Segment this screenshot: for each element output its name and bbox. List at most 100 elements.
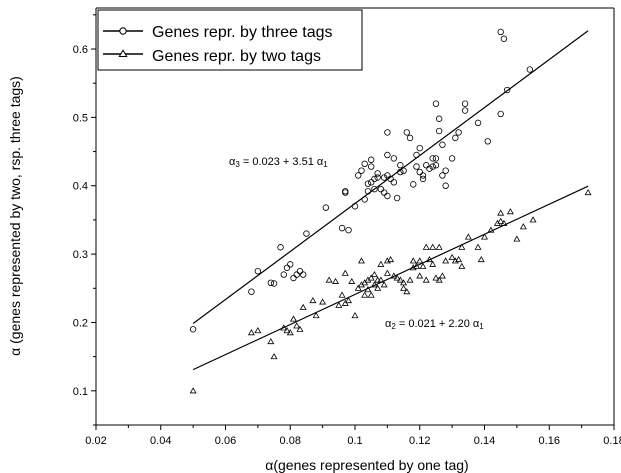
data-point-circle xyxy=(367,163,375,170)
data-point-triangle xyxy=(435,276,443,283)
data-point-triangle xyxy=(348,277,356,284)
legend-label-two-tags: Genes repr. by two tags xyxy=(152,48,321,65)
data-point-circle xyxy=(526,66,534,73)
data-point-circle xyxy=(419,175,427,183)
data-point-circle xyxy=(413,151,420,159)
data-point-circle xyxy=(429,163,436,170)
data-point-circle xyxy=(393,194,401,202)
data-point-triangle xyxy=(367,291,375,298)
data-point-triangle xyxy=(341,269,349,276)
data-point-circle xyxy=(384,172,391,179)
data-point-triangle xyxy=(283,327,291,334)
data-point-triangle xyxy=(332,277,340,284)
data-point-triangle xyxy=(361,291,369,298)
data-point-triangle xyxy=(267,337,275,345)
data-point-circle xyxy=(367,179,375,186)
data-point-triangle xyxy=(319,298,327,305)
data-point-circle xyxy=(384,129,391,136)
fit-line-three-tags xyxy=(192,30,589,324)
data-point-triangle xyxy=(309,296,317,304)
data-point-circle xyxy=(397,168,404,176)
data-point-circle xyxy=(377,185,385,193)
data-point-circle xyxy=(380,189,388,196)
data-point-triangle xyxy=(293,322,301,329)
data-point-circle xyxy=(293,271,300,278)
x-tick-label: 0.12 xyxy=(409,435,430,447)
data-point-circle xyxy=(342,189,349,196)
data-point-circle xyxy=(497,110,504,118)
data-point-triangle xyxy=(345,296,353,304)
data-point-circle xyxy=(432,155,440,162)
data-point-circle xyxy=(287,261,294,268)
data-point-circle xyxy=(387,175,394,183)
data-point-circle xyxy=(400,167,407,174)
data-point-triangle xyxy=(429,243,437,250)
data-point-circle xyxy=(410,181,417,188)
x-tick-label: 0.04 xyxy=(150,435,171,447)
data-point-circle xyxy=(351,203,359,210)
data-point-triangle xyxy=(380,281,388,288)
data-point-circle xyxy=(322,204,330,211)
data-point-triangle xyxy=(584,188,592,196)
data-point-circle xyxy=(435,127,443,135)
data-point-circle xyxy=(380,174,388,181)
data-point-circle xyxy=(435,115,443,122)
data-point-triangle xyxy=(506,208,514,215)
fit-line-two-tags xyxy=(192,185,589,371)
data-points xyxy=(189,28,592,394)
data-point-circle xyxy=(397,162,404,169)
data-point-triangle xyxy=(455,255,463,263)
data-point-triangle xyxy=(374,284,382,291)
data-point-circle xyxy=(277,244,284,251)
data-point-circle xyxy=(267,279,275,287)
data-point-triangle xyxy=(416,272,424,279)
data-point-circle xyxy=(497,28,504,36)
data-point-circle xyxy=(300,271,307,278)
data-point-triangle xyxy=(464,233,472,240)
data-point-triangle xyxy=(529,216,537,223)
data-point-circle xyxy=(403,129,410,136)
data-point-triangle xyxy=(289,315,297,322)
data-point-triangle xyxy=(448,253,456,261)
y-axis-label: α (genes represented by two, rsp. three … xyxy=(7,76,23,356)
data-point-circle xyxy=(283,264,291,271)
data-point-circle xyxy=(280,271,287,278)
data-point-triangle xyxy=(497,209,505,216)
data-point-triangle xyxy=(370,281,378,288)
data-point-triangle xyxy=(286,329,294,336)
data-point-triangle xyxy=(403,288,411,295)
data-point-triangle xyxy=(413,262,421,269)
data-point-triangle xyxy=(296,325,304,332)
x-tick-label: 0.08 xyxy=(280,435,301,447)
data-point-circle xyxy=(364,180,372,187)
y-tick-label: 0.1 xyxy=(73,386,88,398)
data-point-circle xyxy=(503,86,511,94)
data-point-circle xyxy=(303,230,310,237)
data-point-triangle xyxy=(377,260,385,267)
data-point-circle xyxy=(364,188,372,195)
data-point-circle xyxy=(371,175,378,183)
data-point-circle xyxy=(342,188,349,195)
data-point-triangle xyxy=(497,217,505,224)
data-point-triangle xyxy=(393,274,401,281)
legend: Genes repr. by three tags Genes repr. by… xyxy=(97,9,363,71)
x-tick-label: 0.1 xyxy=(347,435,362,447)
data-point-triangle xyxy=(409,257,417,264)
data-point-triangle xyxy=(422,276,430,283)
data-point-triangle xyxy=(370,271,378,278)
data-point-triangle xyxy=(487,226,495,233)
data-point-triangle xyxy=(254,327,262,334)
data-point-circle xyxy=(439,172,446,179)
data-point-triangle xyxy=(425,255,433,263)
y-tick-label: 0.5 xyxy=(73,112,88,124)
data-point-triangle xyxy=(312,312,320,319)
data-point-circle xyxy=(442,167,449,174)
data-point-circle xyxy=(384,192,391,200)
data-point-triangle xyxy=(383,269,391,276)
data-point-triangle xyxy=(247,329,255,336)
data-point-circle xyxy=(484,138,491,145)
data-point-circle xyxy=(358,167,365,174)
y-ticks: 0.1 0.2 0.3 0.4 0.5 0.6 xyxy=(73,14,96,426)
data-point-triangle xyxy=(442,257,450,264)
legend-marker-circle-icon xyxy=(119,27,127,35)
